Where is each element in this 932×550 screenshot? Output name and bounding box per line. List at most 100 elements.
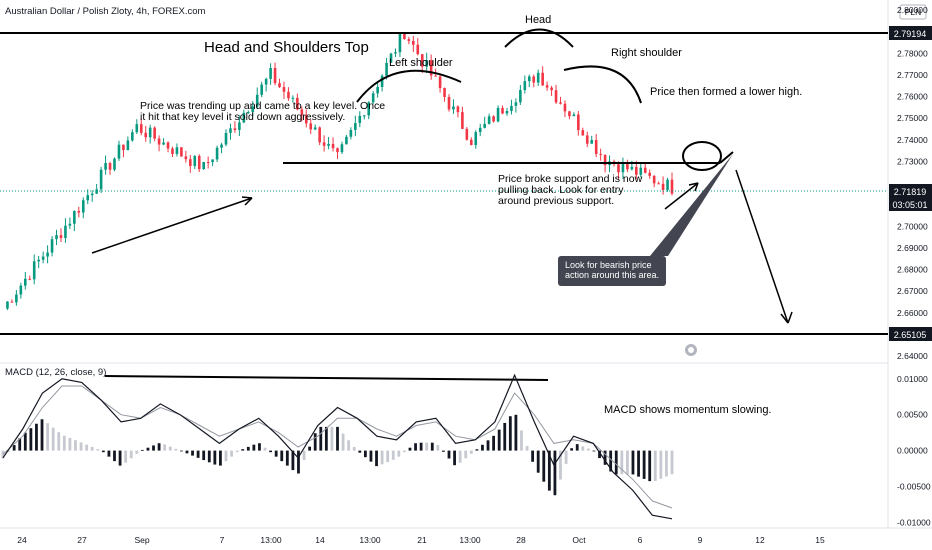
macd-histogram-bar — [408, 447, 412, 451]
support-note-line-3: around previous support. — [498, 195, 614, 207]
macd-line — [2, 373, 673, 520]
candle-body — [59, 235, 63, 238]
time-tick-label: 6 — [638, 535, 643, 545]
trend-note-line-2: it hit that key level it sold down aggre… — [140, 111, 345, 123]
macd-histogram-bar — [90, 446, 94, 451]
candle-body — [64, 225, 67, 238]
candle-body — [6, 301, 9, 309]
macd-histogram — [1, 414, 674, 496]
resistance-price-tag — [889, 26, 932, 40]
support-note-line-1: Price broke support and is now — [498, 173, 643, 185]
macd-histogram-bar — [230, 450, 233, 457]
macd-histogram-bar — [79, 442, 83, 451]
macd-histogram-bar — [648, 450, 652, 482]
candle-body — [336, 148, 339, 153]
candle-body — [416, 44, 420, 55]
price-axis[interactable]: 2.80000 2.78000 2.77000 2.76000 2.75000 2.740… — [897, 5, 928, 361]
left-shoulder-arc[interactable] — [356, 69, 462, 103]
candle-body — [385, 62, 388, 76]
head-arc[interactable] — [504, 28, 574, 48]
macd-histogram-bar — [274, 450, 278, 457]
candle-body — [519, 90, 522, 103]
right-shoulder-arc[interactable] — [563, 65, 642, 104]
candle-body — [376, 86, 379, 94]
chart-title: Australian Dollar / Polish Zloty, 4h, FO… — [5, 6, 206, 17]
macd-histogram-bar — [107, 450, 111, 457]
candle-body — [550, 87, 553, 91]
macd-histogram-bar — [23, 432, 27, 451]
macd-histogram-bar — [29, 428, 33, 451]
candle-body — [238, 122, 241, 130]
macd-histogram-bar — [62, 435, 66, 451]
support-price-label: 2.65105 — [894, 330, 927, 340]
currency-badge[interactable] — [899, 4, 927, 20]
macd-histogram-bar — [453, 450, 456, 466]
macd-histogram-bar — [269, 450, 272, 453]
candle-body — [617, 164, 620, 173]
candle-body — [32, 261, 36, 280]
macd-histogram-bar — [163, 444, 167, 451]
candle-body — [287, 91, 290, 99]
macd-histogram-bar — [324, 426, 328, 451]
macd-histogram-bar — [598, 450, 601, 459]
macd-histogram-bar — [503, 422, 507, 451]
macd-histogram-bar — [1, 450, 5, 459]
candle-body — [523, 81, 527, 91]
macd-histogram-bar — [35, 423, 38, 451]
candle-body — [313, 127, 317, 130]
candle-body — [447, 96, 451, 110]
macd-histogram-bar — [464, 450, 468, 459]
time-tick-label: 28 — [516, 535, 526, 545]
price-tick-label: 2.70000 — [897, 221, 928, 231]
time-axis[interactable]: 24 27 Sep 7 13:00 14 13:00 21 13:00 28 Oct 6 9 12 15 — [17, 535, 825, 545]
macd-histogram-bar — [553, 450, 557, 496]
candle-body — [358, 115, 362, 124]
candle-body — [211, 159, 214, 163]
macd-divergence-line[interactable] — [104, 375, 549, 381]
candle-body — [420, 54, 424, 67]
macd-histogram-bar — [514, 414, 518, 451]
pullback-arrow[interactable] — [664, 182, 699, 210]
callout-box[interactable] — [558, 256, 666, 286]
candle-body — [505, 110, 509, 114]
macd-histogram-bar — [140, 449, 144, 451]
candle-body — [148, 127, 152, 138]
macd-histogram-bar — [358, 450, 362, 453]
macd-histogram-bar — [614, 450, 618, 475]
head-label: Head — [525, 14, 551, 26]
macd-histogram-bar — [241, 449, 245, 451]
macd-histogram-bar — [40, 419, 44, 451]
trend-note-line-1: Price was trending up and came to a key … — [140, 100, 385, 112]
candle-body — [487, 116, 491, 124]
candle-body — [621, 162, 625, 173]
candle-body — [260, 84, 263, 95]
macd-histogram-bar — [202, 450, 206, 461]
support-price-tag — [889, 327, 932, 341]
macd-histogram-bar — [101, 450, 105, 453]
macd-histogram-bar — [191, 450, 194, 456]
macd-histogram-bar — [168, 446, 172, 451]
macd-histogram-bar — [224, 450, 228, 462]
candle-body — [131, 132, 134, 141]
macd-histogram-bar — [146, 447, 150, 451]
price-tick-label: 2.75000 — [897, 113, 928, 123]
candle-body — [77, 210, 81, 213]
candle-body — [648, 172, 651, 176]
candle-body — [438, 76, 442, 88]
candle-body — [559, 102, 562, 104]
price-tick-label: 2.68000 — [897, 265, 928, 275]
uptrend-arrow[interactable] — [91, 197, 253, 254]
entry-zone-circle[interactable] — [682, 141, 722, 171]
uptrend-arrowhead — [241, 196, 253, 206]
target-arrow[interactable] — [735, 169, 789, 324]
macd-legend: MACD (12, 26, close, 9) — [5, 367, 106, 378]
macd-axis[interactable]: 0.01000 0.00500 0.00000 -0.00500 -0.01000 — [897, 374, 931, 528]
currency-badge-label: PLN — [905, 7, 922, 17]
candle-body — [144, 132, 148, 138]
candle-body — [670, 179, 674, 194]
macd-histogram-bar — [18, 438, 22, 451]
candle-body — [104, 163, 107, 170]
macd-histogram-bar — [118, 450, 122, 466]
